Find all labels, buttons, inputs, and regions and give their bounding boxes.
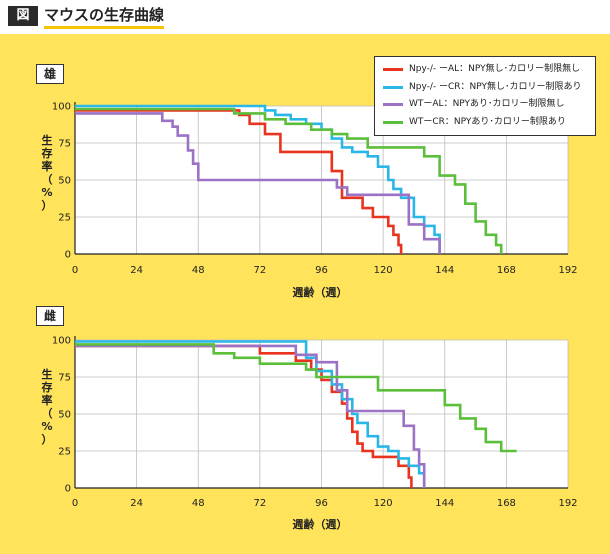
legend-item-npy-al: Npy-/- ーAL：NPY無し･カロリー制限無し	[381, 61, 589, 79]
series-line-2	[75, 344, 426, 488]
y-tick-label: 100	[52, 336, 71, 347]
legend-item-wt-al: WTーAL：NPYあり･カロリー制限無し	[381, 96, 589, 114]
figure-title: マウスの生存曲線	[44, 5, 165, 29]
figure-header: 図 マウスの生存曲線	[0, 0, 610, 34]
x-tick-label: 0	[72, 265, 78, 276]
female-panel-label: 雌	[36, 306, 64, 326]
y-tick-label: 0	[65, 484, 71, 495]
x-tick-label: 192	[558, 498, 577, 509]
legend-swatch	[383, 68, 403, 71]
series-line-1	[75, 104, 441, 254]
series-line-3	[75, 343, 517, 453]
x-tick-label: 72	[254, 265, 267, 276]
y-tick-label: 100	[52, 102, 71, 113]
y-tick-label: 50	[58, 410, 71, 421]
legend-item-npy-cr: Npy-/- ーCR：NPY無し･カロリー制限あり	[381, 79, 589, 97]
series-line-2	[75, 112, 441, 254]
x-tick-label: 120	[374, 498, 393, 509]
series-line-3	[75, 107, 503, 254]
series-line-0	[75, 109, 403, 254]
legend-item-wt-cr: WTーCR：NPYあり･カロリー制限あり	[381, 114, 589, 132]
x-axis-label: 週齢（週）	[293, 285, 348, 299]
x-tick-label: 144	[435, 498, 454, 509]
x-tick-label: 144	[435, 265, 454, 276]
x-tick-label: 168	[497, 498, 516, 509]
legend-swatch	[383, 103, 403, 106]
y-tick-label: 50	[58, 176, 71, 187]
y-tick-label: 75	[58, 139, 71, 150]
x-tick-label: 96	[315, 265, 328, 276]
x-tick-label: 168	[497, 265, 516, 276]
series-line-1	[75, 340, 426, 488]
x-tick-label: 48	[192, 498, 205, 509]
legend-label: WTーCR：NPYあり･カロリー制限あり	[409, 116, 566, 127]
x-tick-label: 0	[72, 498, 78, 509]
x-axis-label: 週齢（週）	[293, 517, 348, 531]
male-y-axis-label: 生存率（%）	[41, 134, 53, 212]
x-tick-label: 192	[558, 265, 577, 276]
legend-swatch	[383, 120, 403, 124]
y-tick-label: 0	[65, 250, 71, 261]
y-tick-label: 75	[58, 373, 71, 384]
male-panel-label: 雄	[36, 64, 64, 84]
y-tick-label: 25	[58, 447, 71, 458]
x-tick-label: 48	[192, 265, 205, 276]
legend: Npy-/- ーAL：NPY無し･カロリー制限無し Npy-/- ーCR：NPY…	[374, 56, 596, 136]
legend-label: WTーAL：NPYあり･カロリー制限無し	[409, 99, 565, 109]
x-tick-label: 24	[130, 265, 143, 276]
x-tick-label: 24	[130, 498, 143, 509]
legend-swatch	[383, 85, 403, 89]
x-tick-label: 72	[254, 498, 267, 509]
legend-label: Npy-/- ーAL：NPY無し･カロリー制限無し	[409, 64, 581, 74]
legend-label: Npy-/- ーCR：NPY無し･カロリー制限あり	[409, 81, 582, 92]
female-y-axis-label: 生存率（%）	[41, 368, 53, 446]
y-tick-label: 25	[58, 213, 71, 224]
x-tick-label: 120	[374, 265, 393, 276]
figure-badge: 図	[8, 6, 38, 26]
chart-panel-1: 0 24 48 72 96 120 144 168 192 0 25 50 75 100 週齢（週）	[52, 336, 578, 532]
x-tick-label: 96	[315, 498, 328, 509]
